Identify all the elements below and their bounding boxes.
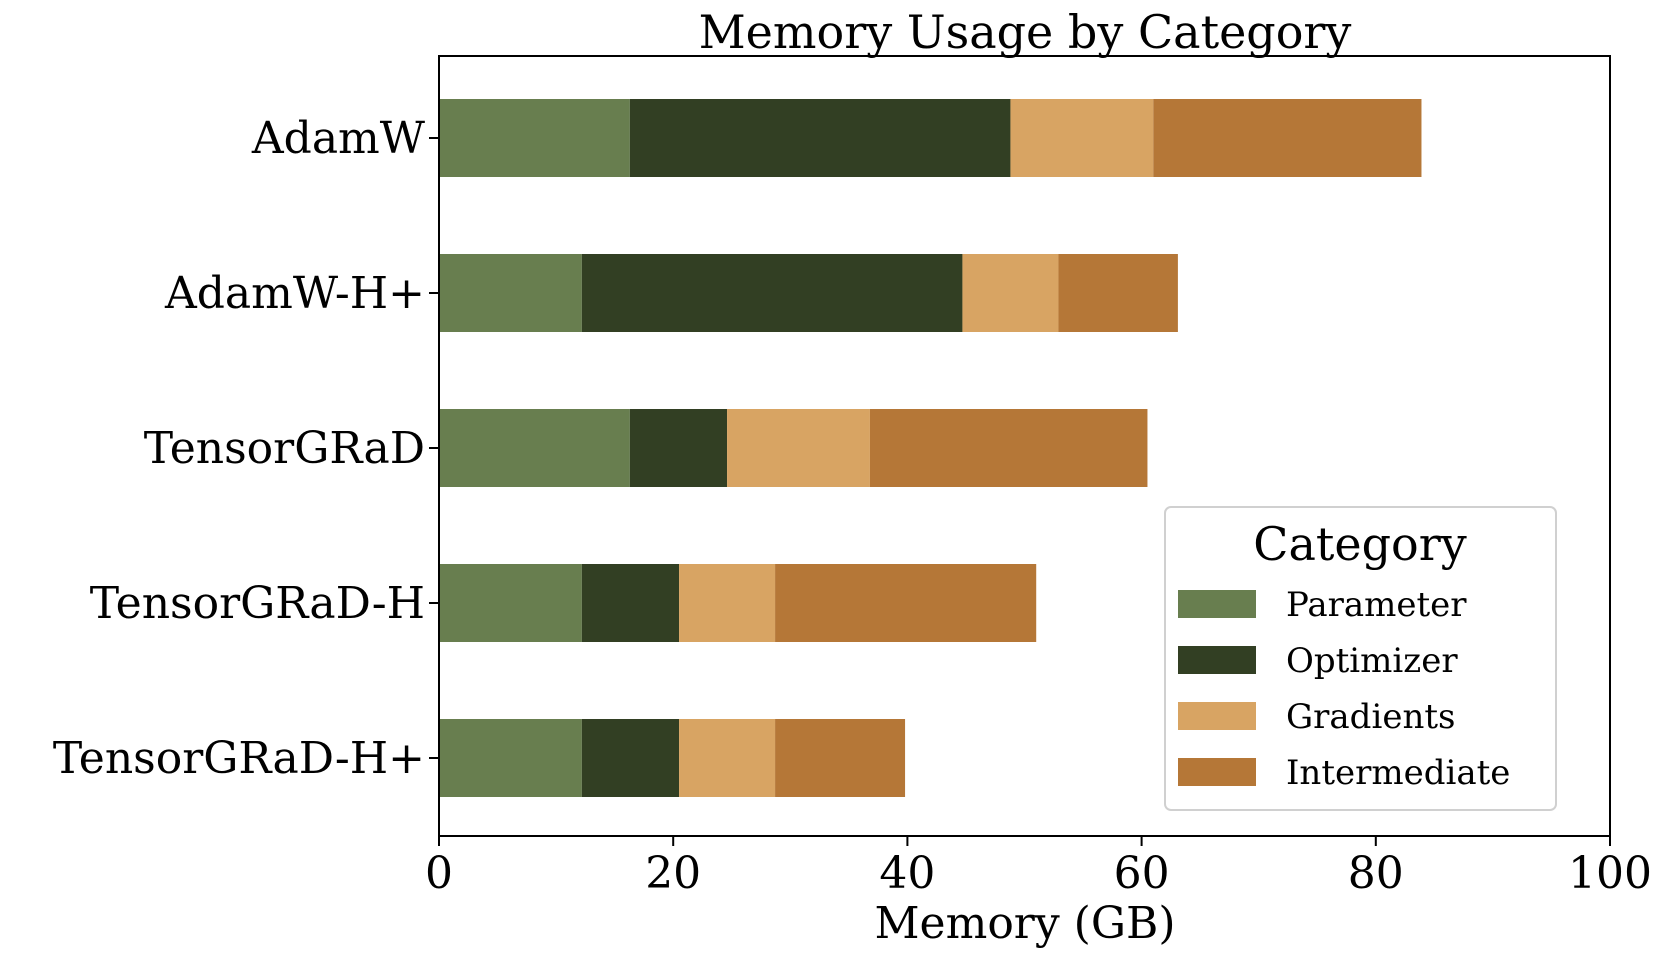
bars-layer [439, 99, 1422, 797]
legend-swatch-optimizer [1178, 646, 1256, 674]
bar-parameter-tensorgrad-h [439, 564, 582, 642]
bar-parameter-tensorgrad-hplus [439, 719, 582, 797]
bar-gradients-tensorgrad-hplus [679, 719, 776, 797]
y-tick-label: TensorGRaD [144, 423, 425, 474]
legend-swatch-parameter [1178, 590, 1256, 618]
y-tick-label: AdamW [251, 113, 426, 164]
bar-intermediate-adamw-hplus [1058, 254, 1178, 332]
legend-title: Category [1253, 517, 1466, 571]
x-tick-label: 40 [879, 848, 935, 899]
bar-parameter-tensorgrad [439, 409, 630, 487]
legend-swatch-intermediate [1178, 758, 1256, 786]
bar-gradients-tensorgrad [727, 409, 870, 487]
bar-intermediate-tensorgrad [869, 409, 1148, 487]
plot-frame [438, 55, 1611, 837]
legend-label-gradients: Gradients [1286, 697, 1455, 737]
ticks-layer: AdamW AdamW-H+ TensorGRaD TensorGRaD-H Tenso… [53, 113, 1652, 899]
x-tick-label: 80 [1348, 848, 1404, 899]
x-axis-label: Memory (GB) [875, 898, 1176, 949]
bar-gradients-adamw-hplus [962, 254, 1059, 332]
x-tick-label: 60 [1114, 848, 1170, 899]
y-tick-label: TensorGRaD-H [90, 578, 425, 629]
x-tick-label: 0 [425, 848, 453, 899]
y-tick-label: TensorGRaD-H+ [53, 733, 425, 784]
bar-parameter-adamw-hplus [439, 254, 582, 332]
bar-optimizer-tensorgrad-hplus [581, 719, 680, 797]
legend-swatch-gradients [1178, 702, 1256, 730]
bar-optimizer-tensorgrad [629, 409, 728, 487]
bar-optimizer-tensorgrad-h [581, 564, 680, 642]
x-tick-label: 20 [645, 848, 701, 899]
bar-intermediate-adamw [1153, 99, 1422, 177]
legend-frame [1164, 506, 1557, 811]
bar-gradients-adamw [1010, 99, 1154, 177]
chart-title: Memory Usage by Category [699, 5, 1352, 59]
bar-optimizer-adamw-hplus [581, 254, 963, 332]
legend-label-optimizer: Optimizer [1286, 641, 1458, 681]
legend-items: Parameter Optimizer Gradients Intermediate [1178, 585, 1510, 793]
legend-label-intermediate: Intermediate [1286, 753, 1510, 793]
bar-parameter-adamw [439, 99, 630, 177]
y-tick-label: AdamW-H+ [164, 268, 425, 319]
bar-optimizer-adamw [629, 99, 1011, 177]
x-tick-label: 100 [1568, 848, 1652, 899]
bar-intermediate-tensorgrad-hplus [775, 719, 906, 797]
legend-label-parameter: Parameter [1286, 585, 1467, 625]
bar-intermediate-tensorgrad-h [775, 564, 1037, 642]
legend: Category Parameter Optimizer Gradients Inte… [1164, 506, 1557, 811]
bar-gradients-tensorgrad-h [679, 564, 776, 642]
